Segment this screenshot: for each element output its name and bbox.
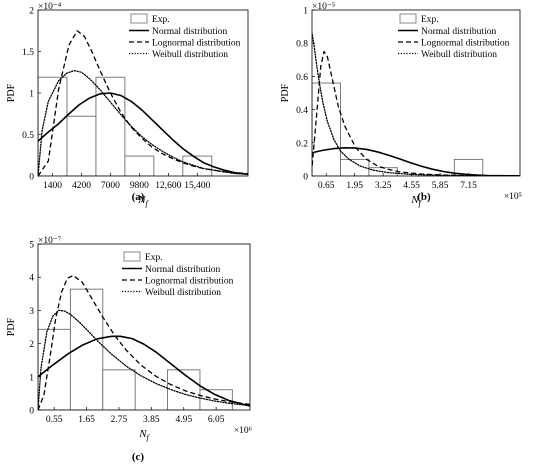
y-tick-label: 2 bbox=[29, 340, 34, 350]
series-line-dotted bbox=[38, 309, 250, 410]
histogram-bars bbox=[38, 76, 213, 176]
x-exponent: ×10⁶ bbox=[234, 426, 252, 436]
legend: Exp. Normal distribution Lognormal distrib… bbox=[398, 13, 510, 60]
y-axis-label: PDF bbox=[6, 83, 17, 102]
y-tick-label: 3 bbox=[29, 307, 34, 317]
histogram-bar bbox=[124, 155, 155, 176]
x-tick-label: 12,600 bbox=[155, 181, 181, 191]
x-axis-label-sub: f bbox=[419, 199, 423, 208]
histogram-bars bbox=[38, 288, 233, 410]
x-axis-label: Nf bbox=[410, 194, 422, 208]
x-tick-label: 4.55 bbox=[403, 181, 420, 191]
x-exponent: ×10⁵ bbox=[504, 192, 522, 202]
legend-label: Weibull distribution bbox=[421, 50, 497, 60]
y-tick-label: 0.4 bbox=[296, 106, 308, 116]
legend-swatch-exp bbox=[399, 13, 417, 24]
histogram-bars bbox=[312, 82, 484, 176]
y-tick-label: 0 bbox=[303, 173, 308, 183]
legend-label: Normal distribution bbox=[152, 27, 227, 37]
x-tick-label: 4.95 bbox=[175, 415, 192, 425]
series-line-dotted bbox=[312, 29, 520, 176]
histogram-bar bbox=[312, 82, 341, 176]
x-tick-label: 2.75 bbox=[111, 415, 128, 425]
legend-swatch-exp bbox=[130, 13, 148, 24]
x-tick-label: 5.85 bbox=[432, 181, 449, 191]
y-tick-label: 0.5 bbox=[22, 131, 34, 141]
x-tick-label: 7000 bbox=[101, 181, 120, 191]
series-line-solid bbox=[38, 335, 250, 407]
histogram-bar bbox=[102, 369, 136, 410]
histogram-bar bbox=[38, 328, 71, 410]
panel-label: (c) bbox=[132, 451, 145, 463]
x-tick-label: 6.05 bbox=[208, 415, 225, 425]
y-tick-label: 5 bbox=[29, 241, 34, 251]
y-tick-label: 0.2 bbox=[296, 139, 308, 149]
y-tick-label: 0 bbox=[29, 173, 34, 183]
distribution-curves bbox=[38, 30, 248, 176]
distribution-curves bbox=[312, 29, 520, 176]
y-exponent: ×10⁻⁵ bbox=[312, 2, 335, 12]
y-tick-label: 1 bbox=[29, 373, 34, 383]
legend-label: Lognormal distribution bbox=[152, 39, 241, 49]
axes-box bbox=[37, 243, 251, 411]
chart-panel-3: 0.55 1.65 2.75 3.85 4.95 6.05 0 1 2 3 4 5 ×10⁻⁷ ×10⁶ P… bbox=[6, 236, 252, 463]
x-axis-label-sub: f bbox=[147, 433, 151, 442]
y-exponent: ×10⁻⁴ bbox=[38, 2, 62, 12]
x-tick-label: 9800 bbox=[130, 181, 149, 191]
axes-box bbox=[311, 9, 521, 177]
legend-swatch-exp bbox=[123, 251, 141, 262]
y-axis-label: PDF bbox=[280, 83, 291, 102]
legend-label: Exp. bbox=[145, 253, 163, 263]
x-axis-label: Nf bbox=[137, 194, 149, 208]
legend-label: Lognormal distribution bbox=[421, 39, 510, 49]
distribution-curves bbox=[38, 274, 250, 410]
y-tick-label: 4 bbox=[29, 274, 34, 284]
legend-label: Weibull distribution bbox=[152, 50, 228, 60]
y-exponent: ×10⁻⁷ bbox=[38, 236, 61, 246]
series-line-dashed bbox=[38, 274, 250, 410]
x-tick-label: 3.85 bbox=[143, 415, 160, 425]
legend-label: Exp. bbox=[421, 15, 439, 25]
y-axis-label: PDF bbox=[6, 317, 17, 336]
legend-label: Exp. bbox=[152, 15, 170, 25]
series-line-dotted bbox=[38, 69, 248, 176]
x-axis-label-main: N bbox=[137, 194, 146, 206]
x-tick-label: 1.65 bbox=[78, 415, 95, 425]
chart-panel-1: 1400 4200 7000 9800 12,600 15,400 0 0.5 1 1.5 2 ×10… bbox=[6, 2, 249, 208]
x-tick-label: 7.15 bbox=[460, 181, 477, 191]
x-tick-label: 4200 bbox=[72, 181, 91, 191]
legend: Exp. Normal distribution Lognormal distrib… bbox=[122, 251, 234, 298]
legend-label: Normal distribution bbox=[421, 27, 496, 37]
x-axis-label-sub: f bbox=[146, 199, 150, 208]
y-tick-label: 0.8 bbox=[296, 40, 308, 50]
series-line-solid bbox=[38, 92, 248, 176]
x-tick-label: 0.65 bbox=[318, 181, 335, 191]
y-tick-label: 2 bbox=[29, 7, 34, 17]
panel-label: (a) bbox=[132, 191, 145, 203]
legend-label: Weibull distribution bbox=[145, 288, 221, 298]
y-tick-label: 1 bbox=[29, 90, 34, 100]
legend-label: Lognormal distribution bbox=[145, 277, 234, 287]
panel-label: (b) bbox=[417, 191, 431, 203]
x-tick-label: 15,400 bbox=[184, 181, 210, 191]
x-axis-label-main: N bbox=[410, 194, 419, 206]
legend-label: Normal distribution bbox=[145, 265, 220, 275]
x-tick-label: 1400 bbox=[43, 181, 62, 191]
y-tick-label: 1.5 bbox=[22, 48, 34, 58]
series-line-solid bbox=[312, 146, 520, 176]
y-tick-label: 0.6 bbox=[296, 73, 308, 83]
histogram-bar bbox=[66, 115, 97, 176]
x-tick-label: 1.95 bbox=[346, 181, 363, 191]
histogram-bar bbox=[95, 76, 126, 176]
x-axis-label-main: N bbox=[138, 428, 147, 440]
x-axis-label: Nf bbox=[138, 428, 150, 442]
x-tick-label: 3.25 bbox=[375, 181, 392, 191]
y-tick-label: 0 bbox=[29, 407, 34, 417]
chart-panel-2: 0.65 1.95 3.25 4.55 5.85 7.15 0 0.2 0.4 0.6 0.8 1 ×1… bbox=[280, 2, 522, 208]
x-tick-label: 0.55 bbox=[46, 415, 63, 425]
legend: Exp. Normal distribution Lognormal distrib… bbox=[129, 13, 241, 60]
y-tick-label: 1 bbox=[303, 7, 308, 17]
